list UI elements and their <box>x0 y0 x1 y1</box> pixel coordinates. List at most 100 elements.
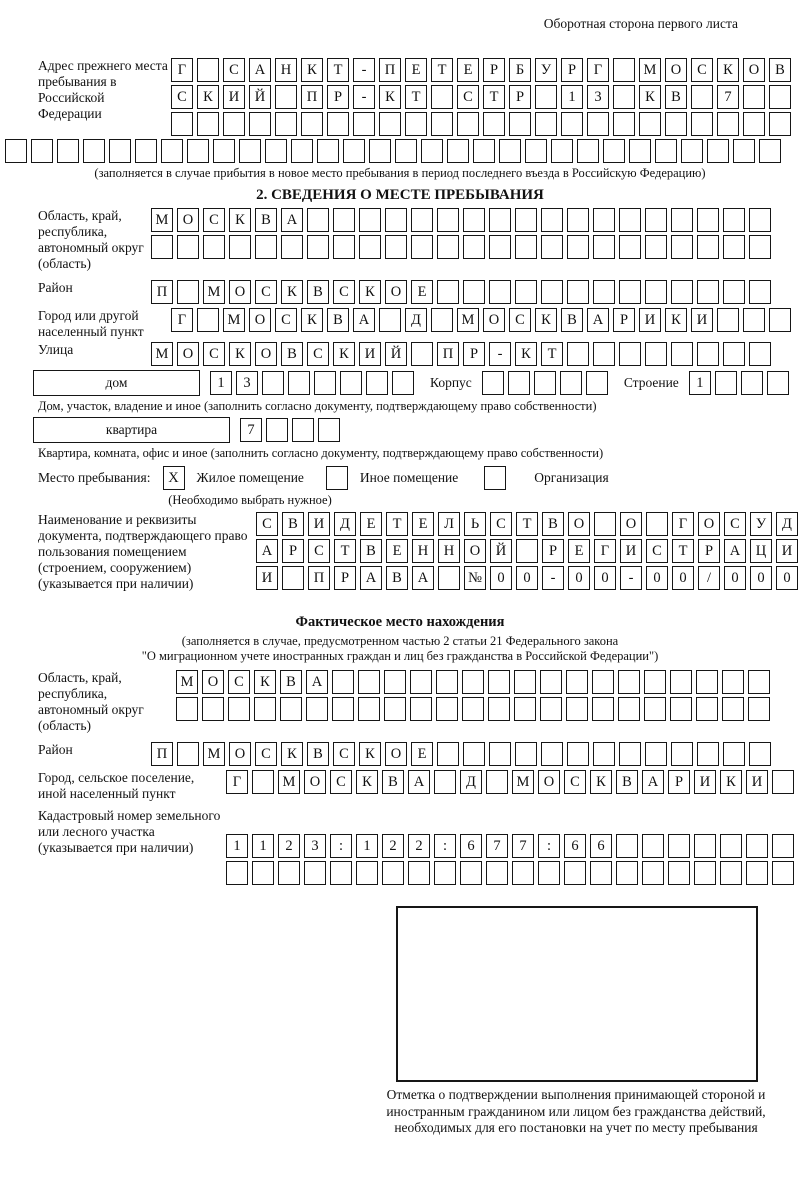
char-cell[interactable] <box>691 85 713 109</box>
char-cell[interactable] <box>723 280 745 304</box>
char-cell[interactable]: С <box>171 85 193 109</box>
char-cell[interactable] <box>392 371 414 395</box>
char-cell[interactable]: М <box>151 208 173 232</box>
char-cell[interactable] <box>109 139 131 163</box>
char-cell[interactable]: Д <box>460 770 482 794</box>
char-cell[interactable] <box>486 861 508 885</box>
char-cell[interactable] <box>769 85 791 109</box>
char-cell[interactable] <box>671 280 693 304</box>
char-cell[interactable] <box>748 670 770 694</box>
char-cell[interactable] <box>593 742 615 766</box>
char-cell[interactable] <box>697 342 719 366</box>
char-cell[interactable]: 7 <box>486 834 508 858</box>
char-cell[interactable] <box>359 235 381 259</box>
char-cell[interactable] <box>593 208 615 232</box>
char-cell[interactable] <box>410 697 432 721</box>
char-cell[interactable] <box>437 742 459 766</box>
char-cell[interactable]: В <box>327 308 349 332</box>
char-cell[interactable]: X <box>162 466 185 490</box>
char-cell[interactable] <box>593 342 615 366</box>
char-cell[interactable]: Н <box>275 58 297 82</box>
char-cell[interactable]: И <box>359 342 381 366</box>
char-cell[interactable] <box>671 208 693 232</box>
char-cell[interactable] <box>343 139 365 163</box>
char-cell[interactable]: О <box>385 280 407 304</box>
char-cell[interactable]: И <box>776 539 798 563</box>
char-cell[interactable] <box>514 670 536 694</box>
char-cell[interactable]: : <box>538 834 560 858</box>
char-cell[interactable]: И <box>639 308 661 332</box>
char-cell[interactable] <box>434 861 456 885</box>
char-cell[interactable]: Т <box>327 58 349 82</box>
char-cell[interactable]: А <box>408 770 430 794</box>
char-cell[interactable] <box>670 670 692 694</box>
char-cell[interactable] <box>405 112 427 136</box>
char-cell[interactable] <box>410 670 432 694</box>
char-cell[interactable]: Т <box>405 85 427 109</box>
char-cell[interactable] <box>438 566 460 590</box>
char-cell[interactable]: Й <box>490 539 512 563</box>
char-cell[interactable] <box>697 235 719 259</box>
char-cell[interactable] <box>541 280 563 304</box>
char-cell[interactable]: Ь <box>464 512 486 536</box>
char-cell[interactable] <box>382 861 404 885</box>
char-cell[interactable] <box>275 112 297 136</box>
char-cell[interactable]: О <box>255 342 277 366</box>
char-cell[interactable]: В <box>561 308 583 332</box>
char-cell[interactable] <box>541 235 563 259</box>
char-cell[interactable]: Г <box>672 512 694 536</box>
char-cell[interactable] <box>592 670 614 694</box>
char-cell[interactable] <box>304 861 326 885</box>
char-cell[interactable]: С <box>330 770 352 794</box>
char-cell[interactable] <box>515 235 537 259</box>
char-cell[interactable]: Е <box>386 539 408 563</box>
char-cell[interactable] <box>488 670 510 694</box>
char-cell[interactable] <box>431 112 453 136</box>
char-cell[interactable] <box>317 139 339 163</box>
char-cell[interactable]: А <box>306 670 328 694</box>
char-cell[interactable] <box>31 139 53 163</box>
char-cell[interactable] <box>187 139 209 163</box>
char-cell[interactable]: М <box>457 308 479 332</box>
char-cell[interactable] <box>538 861 560 885</box>
char-cell[interactable] <box>252 861 274 885</box>
char-cell[interactable]: Р <box>327 85 349 109</box>
char-cell[interactable]: : <box>434 834 456 858</box>
char-cell[interactable]: Р <box>282 539 304 563</box>
char-cell[interactable] <box>463 742 485 766</box>
char-cell[interactable] <box>749 280 771 304</box>
char-cell[interactable] <box>696 670 718 694</box>
char-cell[interactable] <box>509 112 531 136</box>
char-cell[interactable] <box>746 834 768 858</box>
char-cell[interactable] <box>171 112 193 136</box>
char-cell[interactable] <box>434 770 456 794</box>
char-cell[interactable] <box>281 235 303 259</box>
char-cell[interactable] <box>670 697 692 721</box>
char-cell[interactable]: В <box>665 85 687 109</box>
char-cell[interactable] <box>619 280 641 304</box>
char-cell[interactable]: А <box>353 308 375 332</box>
char-cell[interactable] <box>707 139 729 163</box>
char-cell[interactable] <box>254 697 276 721</box>
char-cell[interactable]: И <box>691 308 713 332</box>
char-cell[interactable]: Р <box>613 308 635 332</box>
char-cell[interactable]: Н <box>412 539 434 563</box>
char-cell[interactable]: Е <box>457 58 479 82</box>
char-cell[interactable] <box>252 770 274 794</box>
char-cell[interactable] <box>280 697 302 721</box>
char-cell[interactable] <box>645 742 667 766</box>
char-cell[interactable] <box>671 342 693 366</box>
char-cell[interactable]: - <box>489 342 511 366</box>
char-cell[interactable]: Р <box>483 58 505 82</box>
char-cell[interactable] <box>462 697 484 721</box>
char-cell[interactable] <box>514 697 536 721</box>
char-cell[interactable]: М <box>203 742 225 766</box>
char-cell[interactable]: А <box>281 208 303 232</box>
char-cell[interactable] <box>697 742 719 766</box>
char-cell[interactable]: 0 <box>646 566 668 590</box>
char-cell[interactable]: С <box>333 280 355 304</box>
char-cell[interactable] <box>275 85 297 109</box>
char-cell[interactable] <box>229 235 251 259</box>
char-cell[interactable] <box>749 235 771 259</box>
char-cell[interactable] <box>489 280 511 304</box>
